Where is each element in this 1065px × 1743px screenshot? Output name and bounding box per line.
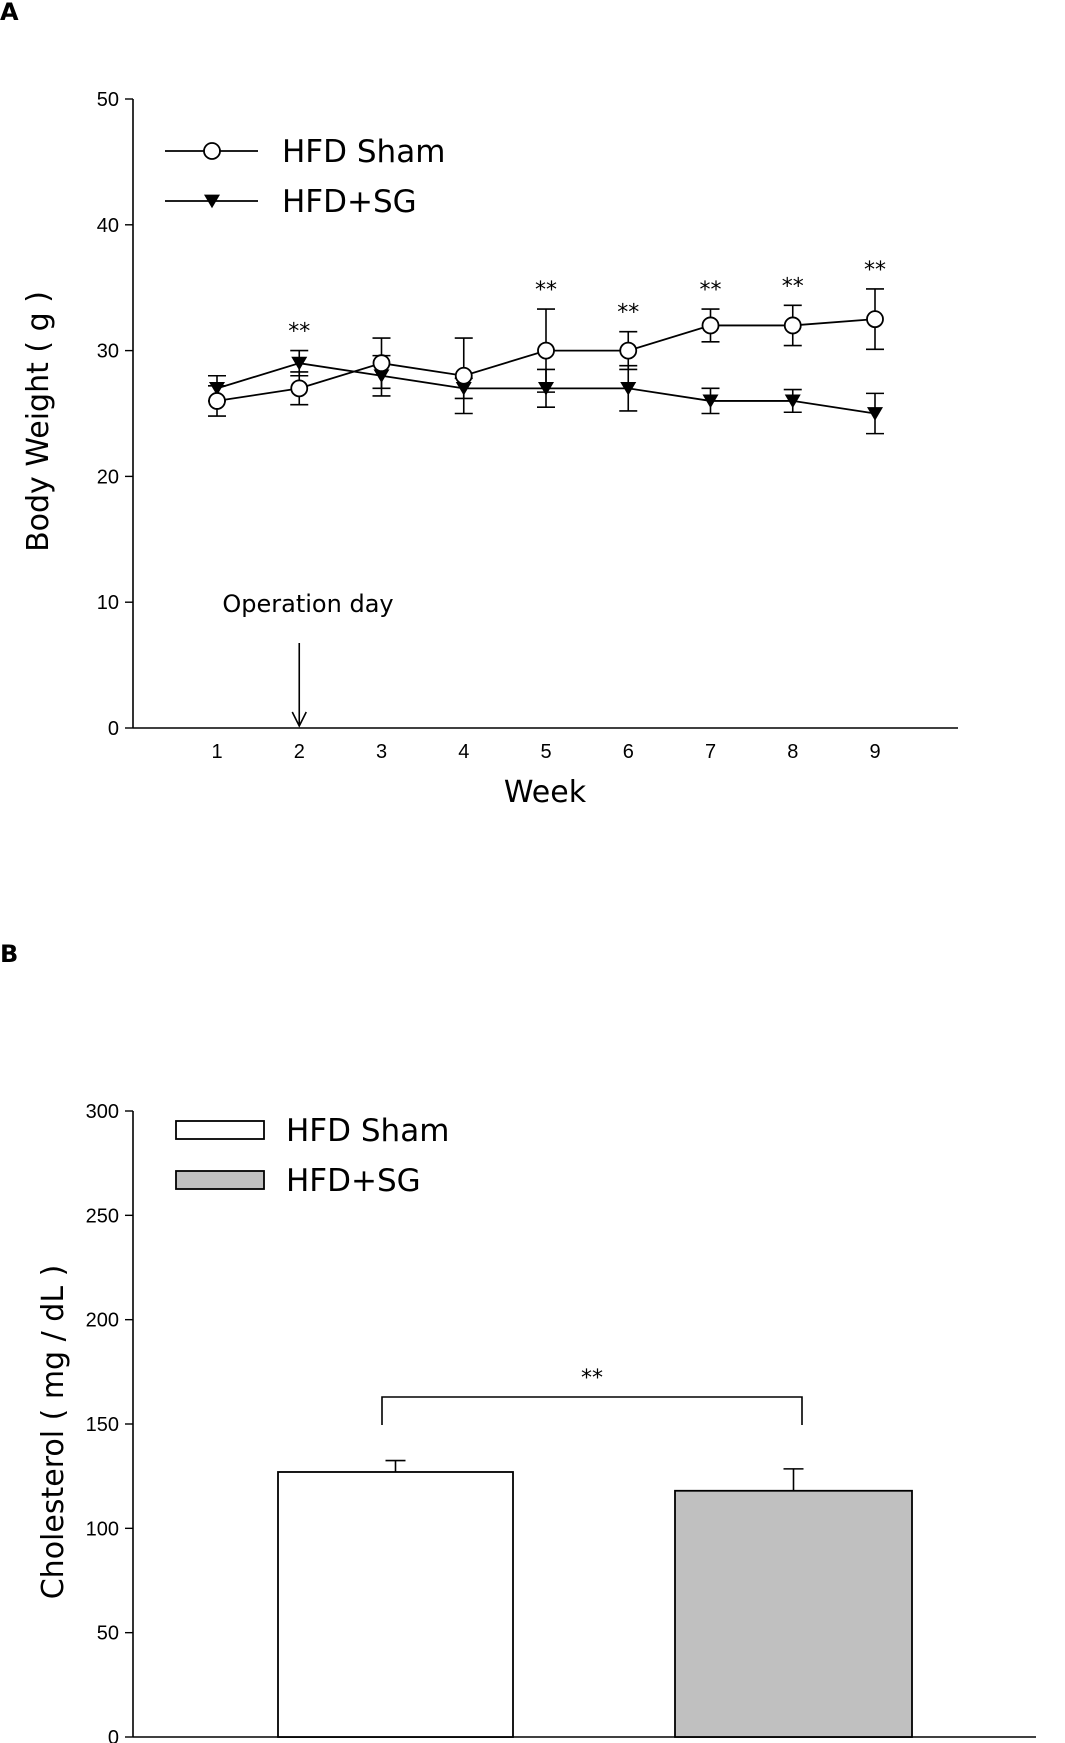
operation-day-arrowhead	[291, 711, 307, 728]
sg-bar	[674, 1489, 913, 1738]
y-tick-label: 300	[86, 1101, 119, 1123]
y-tick-label: 40	[97, 215, 119, 237]
cholesterol-bars: **	[277, 1366, 913, 1738]
sg-point	[620, 381, 637, 396]
body-weight-legend: HFD Sham HFD+SG	[165, 134, 445, 220]
x-tick-label: 6	[623, 741, 634, 763]
x-tick-label: 5	[540, 741, 551, 763]
significance-label: **	[864, 258, 886, 283]
sham-point	[454, 366, 473, 385]
significance-bracket	[381, 1396, 803, 1425]
cholesterol-axes: 0 50 100 150 200 250 300 Cholesterol ( mg / dL …	[36, 1101, 1036, 1743]
operation-day-label: Operation day	[222, 590, 393, 618]
y-tick-label: 250	[86, 1205, 119, 1227]
sham-point	[783, 316, 802, 335]
sham-point	[537, 341, 555, 360]
significance-label: **	[782, 274, 804, 299]
y-tick-label: 50	[97, 89, 119, 111]
legend-swatch	[175, 1170, 265, 1190]
sg-point	[867, 407, 883, 421]
sham-point	[866, 310, 884, 329]
y-tick-label: 0	[108, 1727, 119, 1743]
legend-label: HFD+SG	[282, 184, 417, 220]
panel-a-label: A	[0, 0, 19, 26]
y-tick-label: 100	[86, 1518, 119, 1540]
significance-label: **	[617, 301, 639, 326]
sham-point	[701, 316, 720, 335]
body-weight-series: Operation day ** ** ** ** ** **	[208, 258, 886, 728]
y-axis-title: Body Weight ( g )	[21, 291, 56, 552]
legend-label: HFD Sham	[282, 134, 445, 170]
x-axis-title: Week	[504, 775, 587, 810]
y-tick-label: 50	[97, 1623, 119, 1645]
sg-point	[291, 356, 308, 371]
legend-swatch	[175, 1120, 265, 1140]
y-tick-label: 20	[97, 466, 119, 488]
x-tick-label: 3	[376, 741, 387, 763]
cholesterol-legend: HFD Sham HFD+SG	[175, 1113, 449, 1199]
sham-point	[208, 392, 226, 410]
sham-point	[372, 354, 391, 373]
sg-point	[784, 394, 801, 409]
legend-sg-marker	[204, 194, 220, 209]
body-weight-line-chart: 0 10 20 30 40 50 1 2 3 4 5 6 7 8 9 Week Body Weight ( g …	[21, 89, 958, 810]
significance-label: **	[288, 320, 310, 345]
significance-label: **	[581, 1366, 603, 1391]
body-weight-axes: 0 10 20 30 40 50 1 2 3 4 5 6 7 8 9 Week Body Weight ( g …	[21, 89, 958, 810]
y-tick-label: 30	[97, 341, 119, 363]
sham-point	[619, 341, 638, 360]
sg-point	[702, 394, 719, 409]
y-axis-title: Cholesterol ( mg / dL )	[36, 1265, 71, 1600]
cholesterol-bar-chart: 0 50 100 150 200 250 300 Cholesterol ( mg / dL …	[36, 1101, 1036, 1743]
x-tick-label: 7	[705, 741, 716, 763]
significance-label: **	[535, 278, 557, 303]
sham-bar	[277, 1471, 514, 1738]
x-tick-label: 2	[294, 741, 305, 763]
sham-point	[290, 379, 309, 398]
y-tick-label: 0	[108, 718, 119, 740]
x-tick-label: 4	[458, 741, 469, 763]
y-tick-label: 150	[86, 1414, 119, 1436]
y-tick-label: 200	[86, 1310, 119, 1332]
panel-b-label: B	[0, 940, 19, 968]
y-tick-label: 10	[97, 592, 119, 614]
x-tick-label: 9	[869, 741, 880, 763]
x-tick-label: 1	[211, 741, 222, 763]
significance-label: **	[700, 278, 722, 303]
legend-sham-marker	[203, 142, 221, 160]
x-tick-label: 8	[787, 741, 798, 763]
legend-label: HFD Sham	[286, 1113, 449, 1149]
legend-label: HFD+SG	[286, 1163, 421, 1199]
